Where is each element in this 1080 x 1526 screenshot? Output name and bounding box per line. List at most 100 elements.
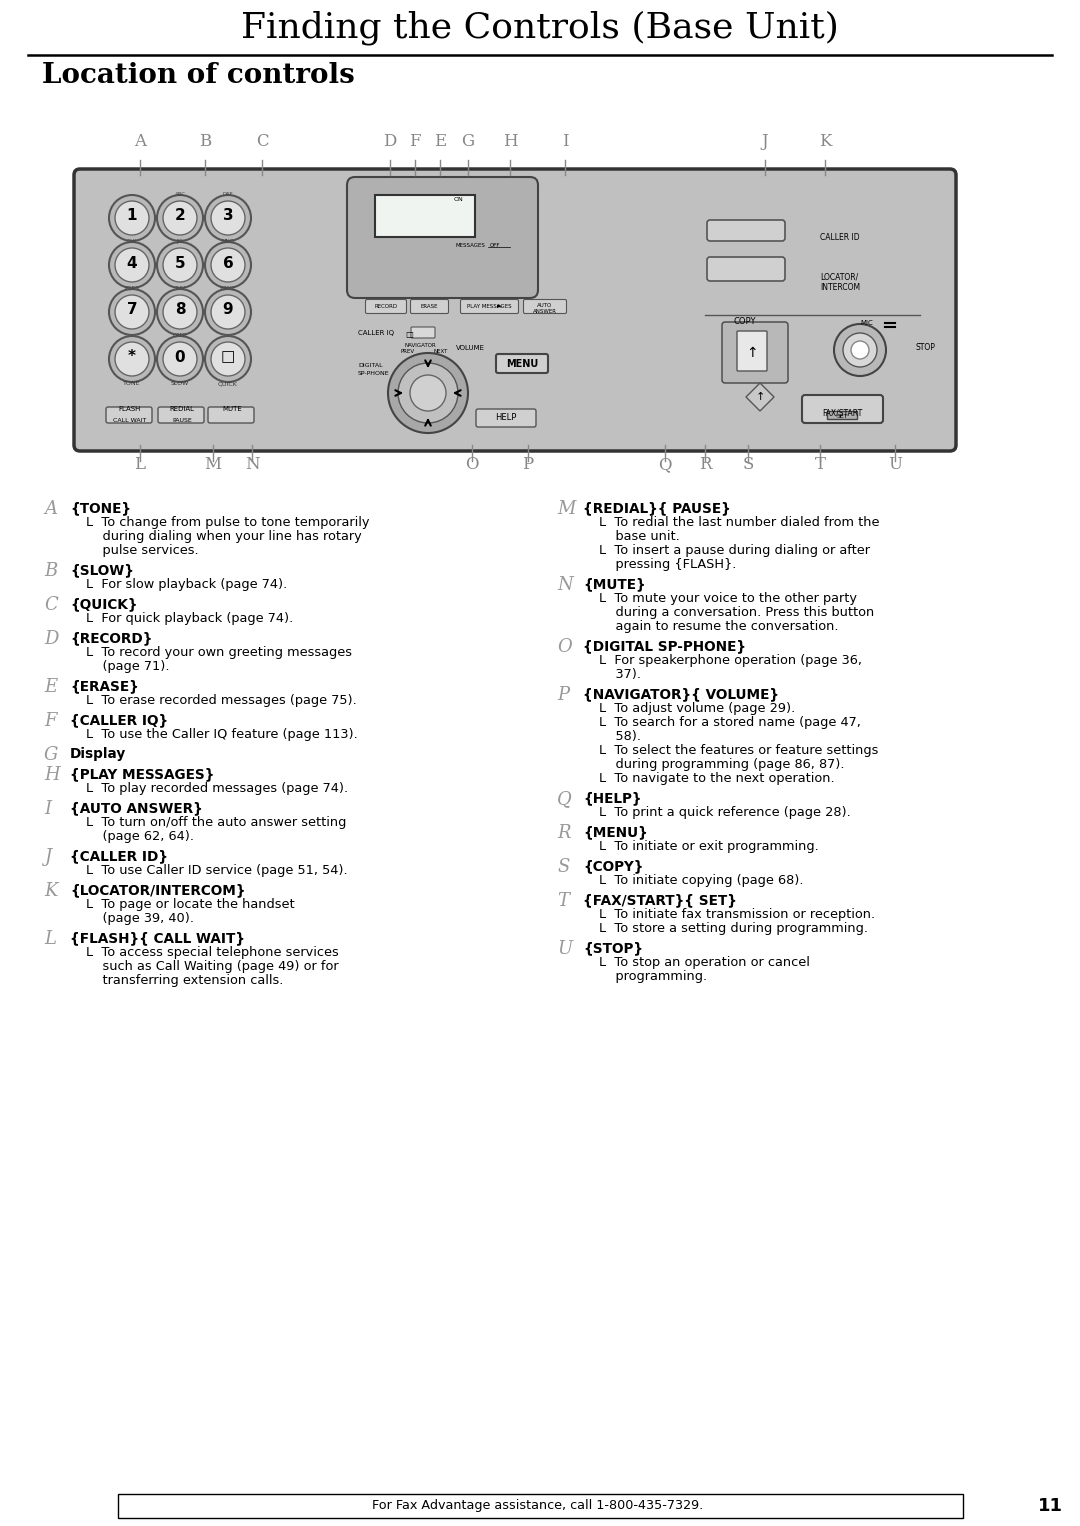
Text: L  To navigate to the next operation.: L To navigate to the next operation.	[599, 772, 835, 784]
Circle shape	[851, 340, 869, 359]
Text: P: P	[557, 687, 569, 703]
Circle shape	[834, 324, 886, 375]
Text: CALLER IQ: CALLER IQ	[357, 330, 394, 336]
Text: QUICK: QUICK	[218, 382, 238, 386]
Bar	[827, 410, 858, 420]
Text: A: A	[44, 501, 57, 517]
Text: ↑: ↑	[746, 346, 758, 360]
Text: U: U	[557, 940, 572, 958]
Text: B: B	[199, 133, 211, 150]
Text: E: E	[434, 133, 446, 150]
Text: □: □	[220, 349, 235, 365]
FancyBboxPatch shape	[410, 299, 448, 313]
Text: L  To use Caller ID service (page 51, 54).: L To use Caller ID service (page 51, 54)…	[86, 864, 348, 877]
Text: TUV: TUV	[175, 285, 186, 291]
Text: pulse services.: pulse services.	[86, 543, 199, 557]
Text: L  To mute your voice to the other party: L To mute your voice to the other party	[599, 592, 858, 604]
Text: {FLASH}{ CALL WAIT}: {FLASH}{ CALL WAIT}	[70, 931, 245, 945]
FancyBboxPatch shape	[347, 177, 538, 298]
Text: (page 39, 40).: (page 39, 40).	[86, 913, 194, 925]
Text: O: O	[557, 638, 571, 656]
Text: DEF: DEF	[222, 192, 233, 197]
Text: 6: 6	[222, 255, 233, 270]
FancyBboxPatch shape	[707, 220, 785, 241]
Text: RECORD: RECORD	[375, 304, 397, 308]
FancyBboxPatch shape	[496, 354, 548, 372]
Text: 2: 2	[175, 209, 186, 223]
Text: during programming (page 86, 87).: during programming (page 86, 87).	[599, 758, 845, 771]
Text: FLASH: FLASH	[119, 406, 141, 412]
Text: L  To access special telephone services: L To access special telephone services	[86, 946, 339, 958]
Text: F: F	[44, 713, 56, 729]
Text: ON: ON	[454, 197, 463, 201]
Text: J: J	[44, 848, 51, 865]
Text: J: J	[761, 133, 768, 150]
FancyBboxPatch shape	[208, 407, 254, 423]
Circle shape	[205, 288, 251, 336]
Text: {ERASE}: {ERASE}	[70, 679, 138, 693]
FancyBboxPatch shape	[723, 322, 788, 383]
Text: SET: SET	[836, 414, 848, 418]
Text: DIGITAL: DIGITAL	[357, 363, 382, 368]
Text: L  To print a quick reference (page 28).: L To print a quick reference (page 28).	[599, 806, 851, 819]
Text: {NAVIGATOR}{ VOLUME}: {NAVIGATOR}{ VOLUME}	[583, 687, 779, 700]
Bar	[375, 195, 475, 237]
Text: L  To erase recorded messages (page 75).: L To erase recorded messages (page 75).	[86, 694, 356, 707]
Circle shape	[211, 249, 245, 282]
Text: CALL WAIT: CALL WAIT	[113, 418, 147, 423]
Text: L: L	[44, 929, 56, 948]
Text: {STOP}: {STOP}	[583, 942, 643, 955]
FancyBboxPatch shape	[411, 327, 435, 337]
Circle shape	[114, 249, 149, 282]
Text: G: G	[44, 746, 58, 765]
Text: L  To redial the last number dialed from the: L To redial the last number dialed from …	[599, 516, 879, 530]
Text: 0: 0	[175, 349, 186, 365]
Text: Q: Q	[557, 790, 571, 807]
Circle shape	[211, 342, 245, 375]
Text: U: U	[888, 456, 902, 473]
Text: S: S	[557, 858, 569, 876]
Text: L  To use the Caller IQ feature (page 113).: L To use the Caller IQ feature (page 113…	[86, 728, 357, 742]
Text: *: *	[129, 349, 136, 365]
Text: WXYZ: WXYZ	[220, 285, 237, 291]
Text: MNO: MNO	[221, 240, 234, 244]
Bar	[118, 1494, 963, 1518]
Text: COPY: COPY	[733, 317, 756, 327]
Text: T: T	[814, 456, 825, 473]
Text: again to resume the conversation.: again to resume the conversation.	[599, 620, 838, 633]
Text: Finding the Controls (Base Unit): Finding the Controls (Base Unit)	[241, 11, 839, 44]
Text: E: E	[44, 678, 57, 696]
Text: CALLER ID: CALLER ID	[820, 233, 860, 243]
Circle shape	[109, 336, 156, 382]
Text: {FAX/START}{ SET}: {FAX/START}{ SET}	[583, 893, 737, 906]
Text: {CALLER ID}: {CALLER ID}	[70, 848, 168, 864]
Text: {SLOW}: {SLOW}	[70, 563, 134, 577]
Text: MIC: MIC	[860, 320, 873, 327]
FancyBboxPatch shape	[476, 409, 536, 427]
Text: L  To play recorded messages (page 74).: L To play recorded messages (page 74).	[86, 781, 348, 795]
Text: G: G	[461, 133, 474, 150]
Text: OFF: OFF	[490, 243, 500, 249]
Text: R: R	[699, 456, 712, 473]
Circle shape	[205, 195, 251, 241]
Text: SLOW: SLOW	[171, 382, 189, 386]
Text: {HELP}: {HELP}	[583, 790, 642, 806]
Circle shape	[114, 342, 149, 375]
Text: NAVIGATOR: NAVIGATOR	[404, 343, 436, 348]
Text: FAX/START: FAX/START	[822, 407, 862, 417]
Text: L  For quick playback (page 74).: L For quick playback (page 74).	[86, 612, 294, 626]
Text: 3: 3	[222, 209, 233, 223]
Circle shape	[114, 295, 149, 330]
Text: VOLUME: VOLUME	[456, 345, 485, 351]
Text: 7: 7	[126, 302, 137, 317]
Text: K: K	[44, 882, 57, 900]
Text: INTERCOM: INTERCOM	[820, 282, 860, 291]
Text: H: H	[502, 133, 517, 150]
Text: base unit.: base unit.	[599, 530, 679, 543]
Text: H: H	[44, 766, 59, 784]
FancyBboxPatch shape	[75, 169, 956, 452]
Text: 5: 5	[175, 255, 186, 270]
Text: C: C	[44, 597, 57, 613]
Text: L  To adjust volume (page 29).: L To adjust volume (page 29).	[599, 702, 795, 716]
Text: R: R	[557, 824, 570, 842]
